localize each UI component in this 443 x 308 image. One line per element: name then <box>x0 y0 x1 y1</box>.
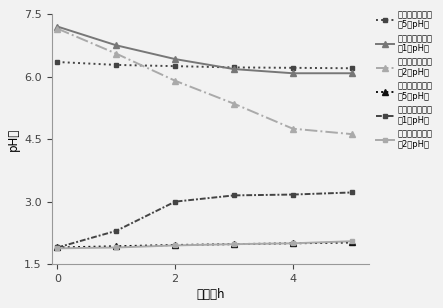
模拟胃液中实施
例5的pH値 <box>231 66 237 69</box>
模拟胃液中实施
例5的pH値 <box>172 64 178 68</box>
模拟胃液中对比
例2的pH値 <box>231 102 237 106</box>
模拟肠液中实施
例5的pH値 <box>231 242 237 246</box>
Line: 模拟胃液中实施
例5的pH値: 模拟胃液中实施 例5的pH値 <box>55 59 354 71</box>
模拟胃液中对比
例2的pH値 <box>172 79 178 83</box>
模拟肠液中对比
例1的pH値 <box>172 200 178 204</box>
模拟胃液中对比
例2的pH値 <box>55 27 60 30</box>
模拟肠液中实施
例5的pH値 <box>114 244 119 248</box>
X-axis label: 时间，h: 时间，h <box>196 288 225 301</box>
模拟肠液中对比
例1的pH値 <box>114 229 119 233</box>
Line: 模拟肠液中实施
例5的pH値: 模拟肠液中实施 例5的pH値 <box>54 239 355 251</box>
模拟肠液中对比
例2的pH値 <box>172 244 178 247</box>
模拟胃液中实施
例5的pH値 <box>290 66 295 70</box>
模拟肠液中实施
例5的pH値 <box>172 243 178 247</box>
模拟胃液中对比
例1的pH値 <box>114 43 119 47</box>
模拟肠液中对比
例2的pH値 <box>114 246 119 249</box>
模拟肠液中实施
例5的pH値 <box>55 246 60 249</box>
模拟肠液中实施
例5的pH値 <box>290 241 295 245</box>
模拟胃液中实施
例5的pH値 <box>55 60 60 64</box>
模拟肠液中对比
例1的pH値 <box>349 191 354 194</box>
模拟肠液中对比
例1的pH値 <box>55 246 60 249</box>
模拟胃液中实施
例5的pH値 <box>114 63 119 67</box>
Y-axis label: pH値: pH値 <box>7 128 20 151</box>
模拟肠液中对比
例2的pH値 <box>55 246 60 250</box>
模拟胃液中对比
例2的pH値 <box>349 132 354 136</box>
模拟肠液中对比
例2的pH値 <box>231 242 237 246</box>
模拟肠液中实施
例5的pH値 <box>349 241 354 244</box>
模拟肠液中对比
例1的pH値 <box>231 193 237 197</box>
模拟肠液中对比
例1的pH値 <box>290 193 295 197</box>
模拟胃液中对比
例1的pH値 <box>349 71 354 75</box>
模拟胃液中对比
例1的pH値 <box>172 57 178 61</box>
Line: 模拟胃液中对比
例2的pH値: 模拟胃液中对比 例2的pH値 <box>54 26 355 137</box>
模拟胃液中对比
例1的pH値 <box>290 71 295 75</box>
Line: 模拟胃液中对比
例1的pH値: 模拟胃液中对比 例1的pH値 <box>54 23 355 76</box>
模拟胃液中对比
例1的pH値 <box>231 67 237 71</box>
模拟肠液中对比
例2的pH値 <box>349 239 354 243</box>
模拟胃液中对比
例2的pH値 <box>114 52 119 55</box>
模拟肠液中对比
例2的pH値 <box>290 241 295 245</box>
Line: 模拟肠液中对比
例1的pH値: 模拟肠液中对比 例1的pH値 <box>55 190 354 250</box>
模拟胃液中对比
例1的pH値 <box>55 25 60 28</box>
Line: 模拟肠液中对比
例2的pH値: 模拟肠液中对比 例2的pH値 <box>55 239 354 251</box>
模拟胃液中对比
例2的pH値 <box>290 127 295 131</box>
Legend: 模拟胃液中实施
例5的pH値, 模拟胃液中对比
例1的pH値, 模拟胃液中对比
例2的pH値, 模拟肠液中实施
例5的pH値, 模拟肠液中对比
例1的pH値, : 模拟胃液中实施 例5的pH値, 模拟胃液中对比 例1的pH値, 模拟胃液中对比 … <box>373 6 436 152</box>
模拟胃液中实施
例5的pH値 <box>349 67 354 70</box>
